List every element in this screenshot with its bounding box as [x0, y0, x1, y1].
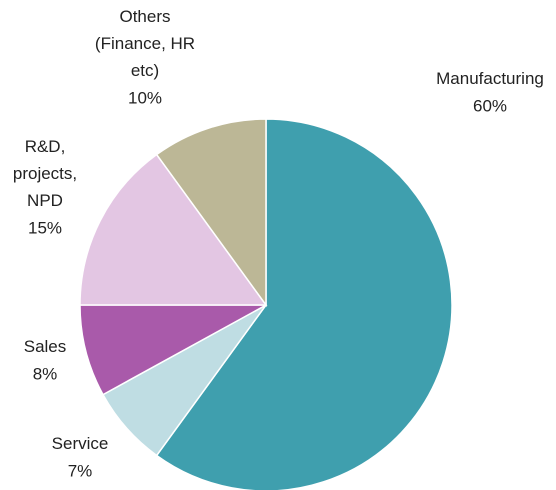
- slice-label: Manufacturing: [436, 69, 544, 88]
- slice-value-label: 7%: [68, 461, 93, 480]
- slice-label: Others (Finance, HR etc): [95, 7, 195, 80]
- slice-label: Service: [52, 434, 109, 453]
- slice-value-label: 10%: [128, 88, 162, 107]
- pie-slice: [79, 153, 268, 306]
- slice-label: Sales: [24, 337, 67, 356]
- slice-value-label: 15%: [28, 218, 62, 237]
- pie-slice: [155, 118, 453, 490]
- pie-slice: [79, 304, 267, 396]
- slice-value-label: 8%: [33, 364, 58, 383]
- slice-label: R&D, projects, NPD: [13, 137, 77, 210]
- slice-value-label: 60%: [473, 96, 507, 115]
- pie-slice: [155, 118, 267, 308]
